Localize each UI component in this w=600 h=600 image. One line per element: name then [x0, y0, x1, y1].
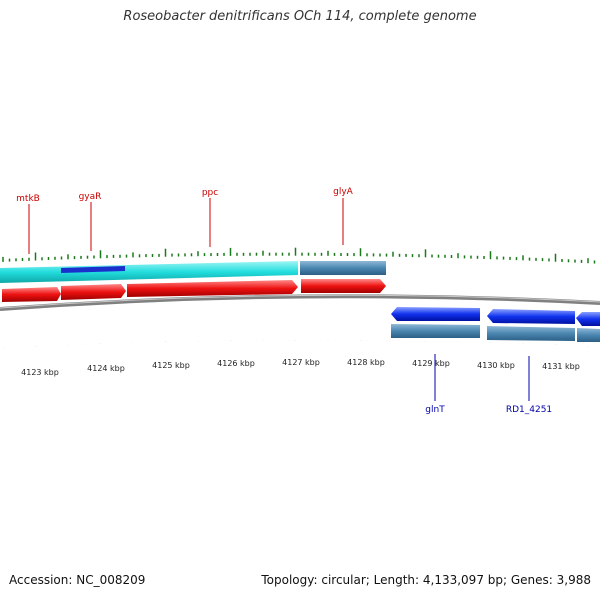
gene-dark-blue-segment [61, 266, 125, 273]
genome-backbone-highlight [0, 294, 600, 309]
genome-summary-text: Topology: circular; Length: 4,133,097 bp… [261, 573, 591, 587]
cds-forward-2 [61, 284, 126, 300]
gene-label-forward: gyaR [79, 192, 102, 202]
accession-text: Accession: NC_008209 [9, 573, 146, 587]
kbp-label: 4131 kbp [542, 362, 580, 371]
cds-forward-4 [301, 279, 386, 293]
kbp-label: 4127 kbp [282, 358, 320, 367]
kbp-label: 4123 kbp [21, 368, 59, 377]
gene-label-forward: glyA [333, 187, 354, 197]
genome-backbone [0, 294, 600, 311]
kbp-label: 4130 kbp [477, 361, 515, 370]
genome-title: Roseobacter denitrificans OCh 114, compl… [123, 9, 477, 24]
gene-steel-3 [487, 326, 575, 341]
gene-steel-2 [391, 324, 480, 338]
outer-tick-marks [2, 247, 596, 264]
gene-label-reverse: glnT [425, 405, 445, 415]
gene-steel-1 [300, 261, 386, 275]
cds-reverse-1 [391, 307, 480, 321]
cds-forward-1 [2, 287, 61, 302]
kbp-label: 4129 kbp [412, 359, 450, 368]
kbp-label: 4125 kbp [152, 361, 190, 370]
cds-forward-3 [127, 280, 298, 297]
inner-tick-marks [2, 340, 596, 348]
gene-label-forward: ppc [202, 188, 218, 198]
gene-steel-4 [577, 328, 600, 342]
kbp-label: 4124 kbp [87, 364, 125, 373]
cds-reverse-3 [576, 312, 600, 326]
kbp-label: 4128 kbp [347, 358, 385, 367]
gene-label-forward: mtkB [16, 194, 40, 204]
gene-label-reverse: RD1_4251 [506, 405, 552, 415]
kbp-label: 4126 kbp [217, 359, 255, 368]
cds-reverse-2 [487, 309, 575, 324]
gene-cyan-1 [0, 261, 298, 283]
